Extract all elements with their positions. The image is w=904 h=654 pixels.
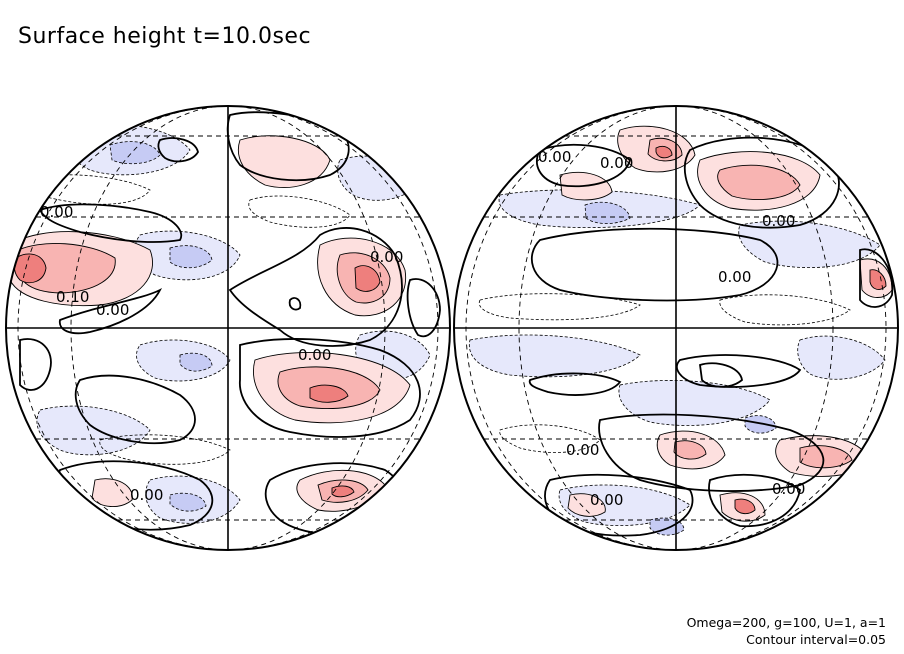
contour-label: 0.00	[762, 212, 795, 230]
right-neg-contour	[499, 424, 601, 453]
left-zero-contour	[406, 278, 441, 338]
right-neg-region	[797, 335, 886, 380]
right-neg-contour	[478, 293, 641, 321]
right-pos-mid	[673, 440, 707, 460]
right-shading	[454, 106, 898, 550]
left-zero-contour	[74, 374, 196, 445]
right-pos-region	[567, 493, 606, 517]
right-contour-labels: 0.00 0.00 0.00 0.00 0.00 0.00 0.00	[538, 148, 805, 509]
right-zero-contour	[530, 227, 779, 302]
right-pos-mid	[717, 164, 801, 201]
right-zero-contours	[528, 136, 894, 537]
left-neg-region	[36, 405, 151, 456]
left-hemisphere: 0.00 0.10 0.00 0.00 0.00 0.00	[5, 105, 451, 551]
right-zero-contour	[598, 413, 825, 492]
contour-label: 0.00	[96, 301, 129, 319]
left-zero-contour	[58, 287, 163, 335]
left-neg-region	[337, 155, 421, 201]
left-zero-contour	[157, 137, 199, 163]
contour-label: 0.00	[590, 491, 623, 509]
left-neg-contour	[99, 434, 231, 465]
contour-label: 0.00	[298, 346, 331, 364]
left-pos-core	[309, 384, 349, 403]
left-neg-contour	[19, 174, 151, 205]
left-zero-contour	[228, 227, 403, 347]
right-zero-contour	[683, 136, 840, 229]
right-globe-outline	[453, 105, 899, 551]
left-zero-contour	[288, 297, 302, 311]
left-pos-mid	[13, 243, 116, 294]
left-pos-core	[354, 265, 381, 292]
right-neg-contour	[719, 294, 851, 326]
contour-label: 0.00	[566, 441, 599, 459]
left-neg-core	[109, 141, 161, 165]
footer-info: Omega=200, g=100, U=1, a=1 Contour inter…	[687, 614, 886, 648]
right-neg-core	[744, 415, 777, 434]
right-pos-core	[869, 269, 887, 290]
left-zero-contour	[38, 203, 183, 243]
right-neg-core	[584, 201, 631, 225]
contour-label: 0.00	[718, 268, 751, 286]
plot-title: Surface height t=10.0sec	[18, 24, 312, 49]
right-pos-core	[734, 498, 756, 515]
left-zero-contour	[239, 338, 421, 438]
left-shading	[6, 106, 450, 550]
left-zero-contours	[19, 111, 441, 535]
right-zero-contour	[676, 354, 802, 388]
contour-label: 0.00	[40, 203, 73, 221]
right-pos-core	[655, 145, 673, 159]
left-pos-core	[331, 485, 355, 498]
left-neg-core	[169, 492, 207, 512]
contour-label: 0.00	[370, 248, 403, 266]
right-zero-contour	[528, 372, 622, 396]
right-neg-region	[468, 334, 641, 378]
left-globe-outline	[5, 105, 451, 551]
right-zero-contour	[708, 473, 801, 528]
contour-label: 0.00	[600, 154, 633, 172]
left-negative-regions	[36, 123, 431, 524]
contour-label: 0.00	[772, 480, 805, 498]
right-zero-contour	[859, 248, 894, 308]
right-zero-contour	[536, 143, 632, 188]
contour-label: 0.00	[130, 486, 163, 504]
right-hemisphere: 0.00 0.00 0.00 0.00 0.00 0.00 0.00	[453, 105, 899, 551]
right-zero-contour	[699, 362, 743, 388]
left-neg-contour	[248, 195, 351, 228]
params-text: Omega=200, g=100, U=1, a=1	[686, 615, 886, 630]
left-pos-core	[13, 253, 47, 284]
left-neg-core	[179, 352, 213, 372]
contour-interval-text: Contour interval=0.05	[746, 632, 886, 647]
left-contour-labels: 0.00 0.10 0.00 0.00 0.00 0.00	[40, 203, 403, 504]
right-pos-mid	[799, 445, 853, 469]
contour-label: 0.00	[538, 148, 571, 166]
left-neg-core	[169, 245, 213, 269]
contour-label: 0.10	[56, 288, 89, 306]
